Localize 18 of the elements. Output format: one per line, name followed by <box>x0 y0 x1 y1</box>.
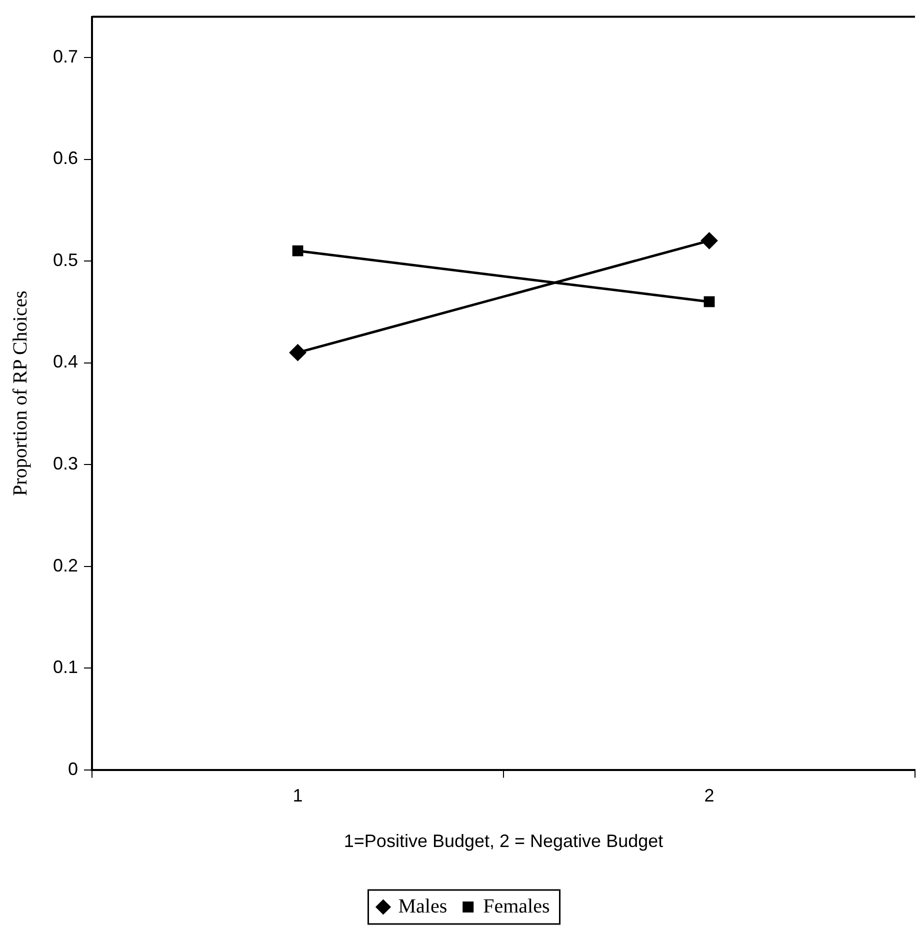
x-tick-label: 2 <box>704 786 714 806</box>
y-tick-label: 0.4 <box>52 352 78 372</box>
y-tick-label: 0.3 <box>52 454 78 474</box>
point <box>289 344 306 362</box>
y-tick-label: 0.2 <box>52 555 78 576</box>
point <box>700 232 718 250</box>
y-tick-label: 0.1 <box>52 657 78 678</box>
legend-label: Males <box>398 895 448 918</box>
legend-label: Females <box>483 895 550 918</box>
y-axis-title: Proportion of RP Choices <box>9 290 32 496</box>
y-tick-label: 0.5 <box>52 250 78 270</box>
y-tick-label: 0.7 <box>52 46 78 66</box>
x-tick-label: 1 <box>292 786 303 806</box>
point <box>704 296 715 308</box>
x-axis-title: 1=Positive Budget, 2 = Negative Budget <box>344 831 664 852</box>
y-tick-label: 0 <box>68 758 78 779</box>
point <box>292 245 304 256</box>
y-tick-label: 0.6 <box>52 148 78 168</box>
